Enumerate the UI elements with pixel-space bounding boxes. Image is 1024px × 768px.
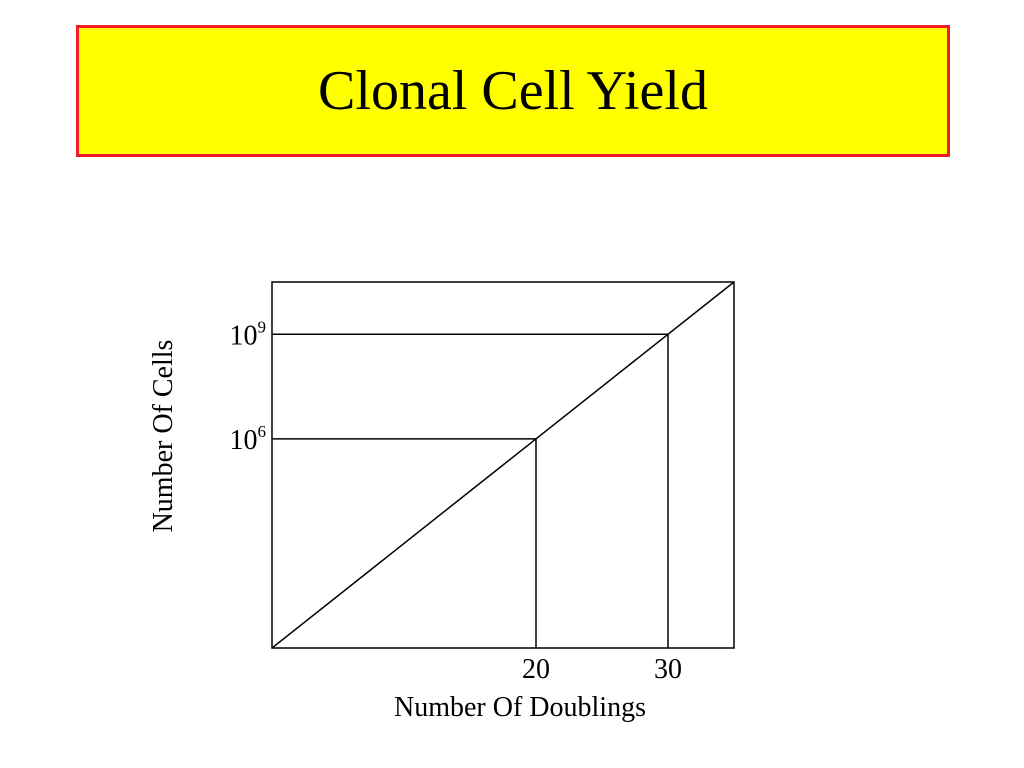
marks-layer: 20 30 106 109 [230, 281, 735, 685]
series-line-0 [271, 281, 735, 649]
x-tick-label-0: 20 [522, 654, 550, 685]
plot-frame [271, 281, 735, 649]
page-title: Clonal Cell Yield [318, 60, 708, 122]
y-tick-label-0: 106 [230, 422, 267, 456]
y-tick-label-1: 109 [230, 317, 267, 351]
x-axis-label: Number Of Doublings [394, 692, 646, 723]
y-axis-title: Number Of Cells [148, 340, 179, 533]
title-banner: Clonal Cell Yield [76, 25, 950, 157]
y-axis-label: Number Of Cells [148, 340, 179, 533]
x-tick-label-1: 30 [654, 654, 682, 685]
